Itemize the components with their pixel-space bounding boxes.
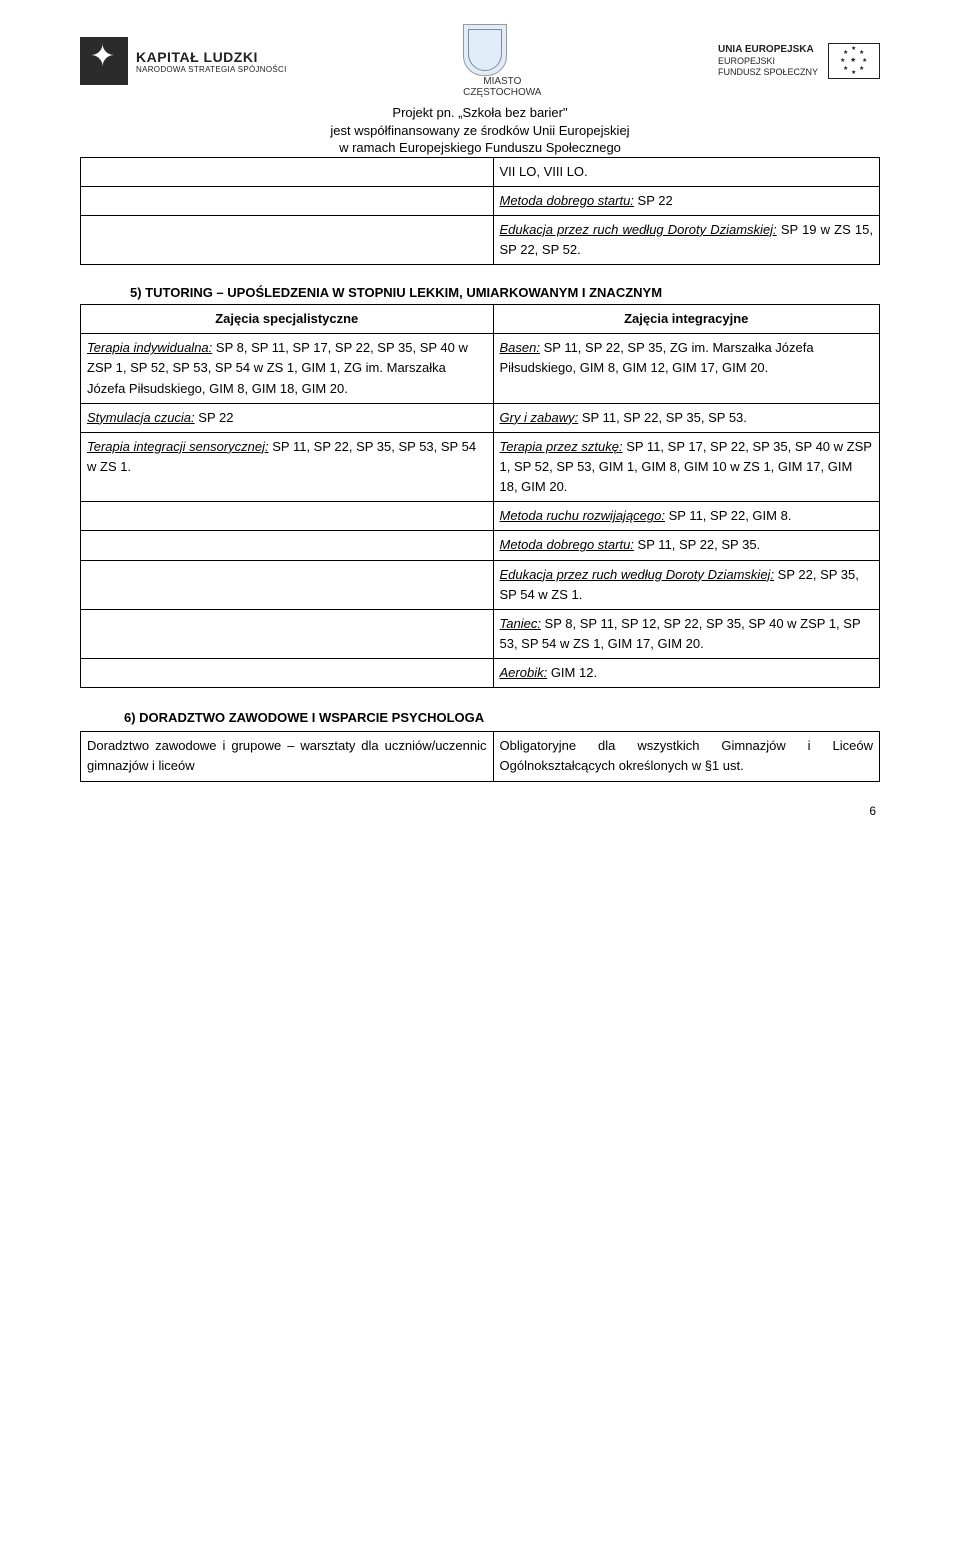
city-line2: CZĘSTOCHOWA [463,87,541,98]
project-title: Projekt pn. „Szkoła bez barier" jest wsp… [80,104,880,157]
r3-left: Terapia integracji sensorycznej: SP 11, … [81,432,494,501]
project-l3: w ramach Europejskiego Funduszu Społeczn… [339,140,621,155]
eu-block: UNIA EUROPEJSKA EUROPEJSKI FUNDUSZ SPOŁE… [718,43,880,79]
ue-line1: UNIA EUROPEJSKA [718,44,818,56]
top-r1: VII LO, VIII LO. [493,157,880,186]
section5-heading: 5) TUTORING – UPOŚLEDZENIA W STOPNIU LEK… [130,285,880,300]
col-head-right: Zajęcia integracyjne [493,305,880,334]
r3-right: Terapia przez sztukę: SP 11, SP 17, SP 2… [493,432,880,501]
r7-right: Taniec: SP 8, SP 11, SP 12, SP 22, SP 35… [493,609,880,658]
r2-left: Stymulacja czucia: SP 22 [81,403,494,432]
top-r3: Edukacja przez ruch według Doroty Dziams… [493,215,880,264]
kapital-ludzki-logo [80,37,128,85]
eu-flag-icon: ★ ★ ★ ★ ★ ★ ★ ★ [828,43,880,79]
project-l1: Projekt pn. „Szkoła bez barier" [392,105,567,120]
kl-subtitle: NARODOWA STRATEGIA SPÓJNOŚCI [136,65,287,74]
ue-line2: EUROPEJSKI [718,56,818,67]
section5-table: Zajęcia specjalistyczne Zajęcia integrac… [80,304,880,688]
r1-right: Basen: SP 11, SP 22, SP 35, ZG im. Marsz… [493,334,880,403]
city-block: MIASTO CZĘSTOCHOWA [463,24,541,98]
r1-left: Terapia indywidualna: SP 8, SP 11, SP 17… [81,334,494,403]
t6-left: Doradztwo zawodowe i grupowe – warsztaty… [81,732,494,781]
logos-header: KAPITAŁ LUDZKI NARODOWA STRATEGIA SPÓJNO… [80,24,880,98]
city-crest-icon [463,24,507,76]
r4-right: Metoda ruchu rozwijającego: SP 11, SP 22… [493,502,880,531]
section6-heading: 6) DORADZTWO ZAWODOWE I WSPARCIE PSYCHOL… [124,710,880,725]
city-line1: MIASTO [483,76,521,87]
project-l2: jest współfinansowany ze środków Unii Eu… [330,123,629,138]
top-continuation-table: VII LO, VIII LO. Metoda dobrego startu: … [80,157,880,266]
ue-line3: FUNDUSZ SPOŁECZNY [718,67,818,78]
top-r2: Metoda dobrego startu: SP 22 [493,186,880,215]
section6-table: Doradztwo zawodowe i grupowe – warsztaty… [80,731,880,781]
col-head-left: Zajęcia specjalistyczne [81,305,494,334]
t6-right: Obligatoryjne dla wszystkich Gimnazjów i… [493,732,880,781]
kl-title: KAPITAŁ LUDZKI [136,49,287,65]
r2-right: Gry i zabawy: SP 11, SP 22, SP 35, SP 53… [493,403,880,432]
page-number: 6 [80,804,880,818]
r5-right: Metoda dobrego startu: SP 11, SP 22, SP … [493,531,880,560]
kapital-ludzki-block: KAPITAŁ LUDZKI NARODOWA STRATEGIA SPÓJNO… [80,37,287,85]
r6-right: Edukacja przez ruch według Doroty Dziams… [493,560,880,609]
r8-right: Aerobik: GIM 12. [493,659,880,688]
